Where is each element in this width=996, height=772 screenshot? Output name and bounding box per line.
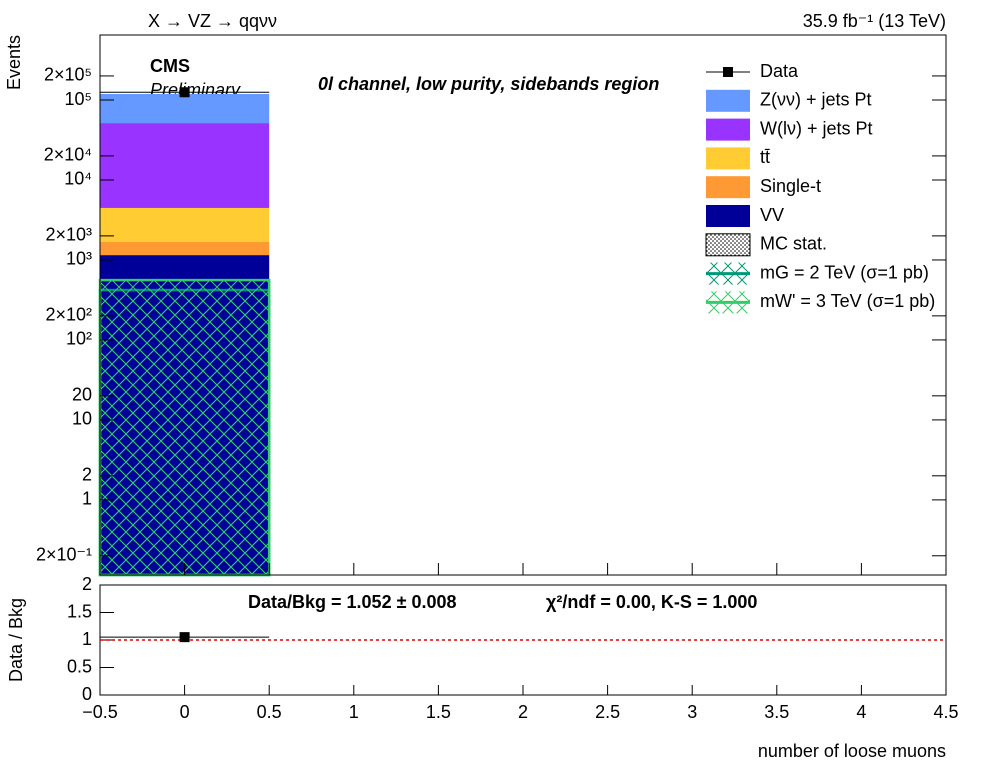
legend-swatch	[705, 233, 751, 257]
x-tick-label: 4.5	[933, 702, 958, 722]
stack-bar	[100, 241, 270, 256]
legend-label: VV	[760, 205, 784, 225]
legend-label: W(lν) + jets Pt	[760, 118, 873, 138]
y-axis-label: Events	[4, 35, 24, 90]
y-tick-label: 1	[82, 489, 92, 509]
legend-label: Z(νν) + jets Pt	[760, 90, 872, 110]
legend-data-marker	[723, 67, 733, 77]
x-tick-label: 0.5	[257, 702, 282, 722]
stack-bar	[100, 123, 270, 208]
x-tick-label: −0.5	[82, 702, 118, 722]
ratio-y-tick-label: 0	[82, 684, 92, 704]
legend-label: MC stat.	[760, 234, 827, 254]
ratio-y-tick-label: 1	[82, 629, 92, 649]
stack-bar	[100, 93, 270, 124]
ratio-y-tick-label: 0.5	[67, 656, 92, 676]
y-tick-label: 10⁵	[65, 89, 92, 109]
annotation: 0l channel, low purity, sidebands region	[318, 74, 659, 94]
ratio-y-axis-label: Data / Bkg	[6, 598, 26, 682]
y-tick-label: 2×10³	[45, 225, 92, 245]
title: X → VZ → qqνν	[148, 11, 277, 31]
y-tick-label: 2×10⁵	[44, 65, 92, 85]
stack-bar	[100, 207, 270, 242]
x-tick-label: 3.5	[764, 702, 789, 722]
x-tick-label: 3	[687, 702, 697, 722]
lumi: 35.9 fb⁻¹ (13 TeV)	[803, 11, 946, 31]
x-tick-label: 4	[856, 702, 866, 722]
y-tick-label: 10²	[66, 329, 92, 349]
experiment: CMS	[150, 56, 190, 76]
legend-swatch	[706, 89, 750, 112]
x-tick-label: 0	[180, 702, 190, 722]
ratio-tests: χ²/ndf = 0.00, K-S = 1.000	[546, 592, 757, 612]
y-tick-label: 2×10²	[45, 305, 92, 325]
legend-label: Single-t	[760, 176, 821, 196]
y-tick-label: 10³	[66, 249, 92, 269]
x-tick-label: 1	[349, 702, 359, 722]
signal-hatch	[98, 278, 271, 577]
ratio-point	[179, 632, 190, 643]
legend-label: mW' = 3 TeV (σ=1 pb)	[760, 291, 935, 311]
y-tick-label: 2×10⁻¹	[36, 545, 92, 565]
y-tick-label: 2×10⁴	[44, 145, 92, 165]
legend-swatch	[706, 118, 750, 141]
legend-swatch	[706, 176, 750, 199]
legend-label: tt̄	[760, 147, 770, 167]
data-point	[179, 87, 190, 98]
y-tick-label: 10⁴	[64, 169, 92, 189]
x-tick-label: 2	[518, 702, 528, 722]
legend-swatch	[706, 205, 750, 227]
x-tick-label: 2.5	[595, 702, 620, 722]
ratio-y-tick-label: 1.5	[67, 601, 92, 621]
legend-label: Data	[760, 61, 799, 81]
ratio-summary: Data/Bkg = 1.052 ± 0.008	[248, 592, 457, 612]
x-axis-label: number of loose muons	[758, 741, 946, 761]
x-tick-label: 1.5	[426, 702, 451, 722]
legend-label: mG = 2 TeV (σ=1 pb)	[760, 262, 929, 282]
y-tick-label: 20	[72, 385, 92, 405]
y-tick-label: 2	[82, 465, 92, 485]
legend-swatch	[706, 147, 750, 170]
ratio-y-tick-label: 2	[82, 574, 92, 594]
y-tick-label: 10	[72, 409, 92, 429]
